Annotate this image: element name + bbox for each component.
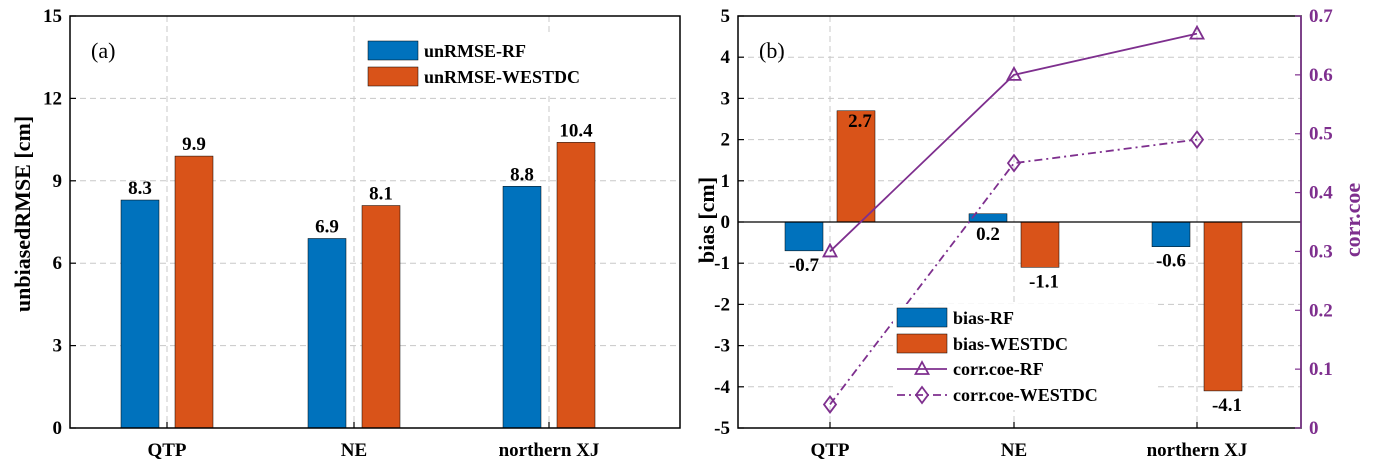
data-label: 2.7 <box>848 111 872 132</box>
data-label: 10.4 <box>559 120 593 141</box>
y-tick-label: -1 <box>714 253 730 274</box>
data-label: -0.6 <box>1156 251 1186 272</box>
data-label: -4.1 <box>1212 395 1242 416</box>
data-label: 8.3 <box>128 178 152 199</box>
panel-b-chart: -0.70.2-0.62.7-1.1-4.1 -5-4-3-2-1012345 … <box>694 6 1365 461</box>
y-tick-label: 3 <box>721 88 731 109</box>
line-marker <box>1006 153 1022 173</box>
panel-b-x-ticks: QTP NE northern XJ <box>810 422 1247 461</box>
panel-a-data-labels: 8.3 6.9 8.8 9.9 8.1 10.4 <box>128 120 593 237</box>
bar <box>556 142 596 429</box>
y-tick-label: 2 <box>721 130 731 151</box>
y-tick-label: 3 <box>53 336 63 357</box>
data-label: 6.9 <box>315 216 339 237</box>
data-label: 9.9 <box>182 134 206 155</box>
line-marker <box>1005 65 1023 81</box>
panel-a-x-ticks: QTP NE northern XJ <box>147 422 599 461</box>
data-label: 0.2 <box>976 224 1000 245</box>
bar <box>361 205 401 429</box>
bar <box>174 155 214 429</box>
y-tick-label: 4 <box>721 47 731 68</box>
y2-tick-label: 0.7 <box>1309 6 1333 27</box>
legend-label: corr.coe-WESTDC <box>953 385 1098 405</box>
bar <box>836 110 876 223</box>
line-marker <box>914 385 930 405</box>
bar <box>1151 221 1191 247</box>
bar <box>1203 221 1243 392</box>
x-tick-label: northern XJ <box>1147 440 1248 461</box>
panel-a-y-ticks: 0 3 6 9 12 15 <box>43 6 76 439</box>
data-label: -1.1 <box>1029 271 1059 292</box>
legend-swatch <box>367 66 419 87</box>
x-tick-label: QTP <box>810 440 849 461</box>
panel-b-y-axis-label: bias [cm] <box>694 177 719 263</box>
legend-swatch <box>896 307 948 328</box>
legend-swatch <box>367 40 419 61</box>
x-tick-label: northern XJ <box>499 440 600 461</box>
y-tick-label: -5 <box>714 418 730 439</box>
x-tick-label: QTP <box>147 440 186 461</box>
data-label: 8.8 <box>510 164 534 185</box>
y2-tick-label: 0.1 <box>1309 359 1333 380</box>
legend-label: bias-RF <box>953 308 1014 328</box>
y2-tick-label: 0 <box>1309 418 1319 439</box>
y2-tick-label: 0.5 <box>1309 124 1333 145</box>
bar <box>502 186 542 429</box>
legend-label: corr.coe-RF <box>953 359 1044 379</box>
legend-swatch <box>896 333 948 354</box>
series-line <box>829 138 1198 406</box>
panel-b-y2-axis-label: corr.coe <box>1340 183 1365 258</box>
data-label: 8.1 <box>369 184 393 205</box>
line-marker <box>1189 130 1205 150</box>
data-label: -0.7 <box>789 255 820 276</box>
panel-b-legend: bias-RF bias-WESTDC corr.coe-RF corr.coe-WE… <box>893 304 1155 410</box>
line-marker <box>821 242 839 258</box>
panel-b-y2-ticks: 0 0.1 0.2 0.3 0.4 0.5 0.6 0.7 <box>1295 6 1333 439</box>
series-line <box>829 32 1198 253</box>
panel-a-chart: 8.3 6.9 8.8 9.9 8.1 10.4 0 3 6 9 12 15 QTP NE northe… <box>10 6 681 461</box>
y-tick-label: 15 <box>43 6 62 27</box>
y2-tick-label: 0.4 <box>1309 183 1333 204</box>
y-tick-label: 1 <box>721 171 731 192</box>
panel-b-y-ticks: -5 -4 -3 -2 -1 0 1 2 3 4 5 <box>714 6 744 439</box>
y-tick-label: 6 <box>53 253 63 274</box>
y2-tick-label: 0.6 <box>1309 65 1333 86</box>
panel-b-correlation-lines <box>821 24 1206 414</box>
panel-a-bars <box>120 142 596 429</box>
y-tick-label: 0 <box>53 418 63 439</box>
bar <box>1020 221 1060 268</box>
y2-tick-label: 0.3 <box>1309 241 1333 262</box>
legend-label: bias-WESTDC <box>953 334 1068 354</box>
panel-a-y-axis-label: unbiasedRMSE [cm] <box>10 116 35 312</box>
bar <box>120 199 160 429</box>
bar <box>307 238 347 429</box>
y-tick-label: 5 <box>721 6 731 27</box>
bar <box>784 221 824 252</box>
y-tick-label: 12 <box>43 88 62 109</box>
legend-label: unRMSE-WESTDC <box>424 67 580 87</box>
panel-a-axes-frame <box>69 15 681 429</box>
panel-a-label: (a) <box>91 38 115 63</box>
y-tick-label: -2 <box>714 294 730 315</box>
panel-b-label: (b) <box>759 38 785 63</box>
y-tick-label: 9 <box>53 171 63 192</box>
line-marker <box>1188 24 1206 40</box>
line-marker <box>913 360 931 375</box>
y-tick-label: 0 <box>721 212 731 233</box>
x-tick-label: NE <box>1001 440 1027 461</box>
panel-b-data-labels: -0.7 0.2 -0.6 2.7 -1.1 -4.1 <box>789 111 1242 416</box>
legend-label: unRMSE-RF <box>424 41 526 61</box>
panel-b-bars <box>784 110 1243 392</box>
line-marker <box>822 394 838 414</box>
panel-a-legend: unRMSE-RF unRMSE-WESTDC <box>364 33 642 95</box>
y2-tick-label: 0.2 <box>1309 300 1333 321</box>
y-tick-label: -3 <box>714 336 730 357</box>
x-tick-label: NE <box>341 440 367 461</box>
y-tick-label: -4 <box>714 377 730 398</box>
